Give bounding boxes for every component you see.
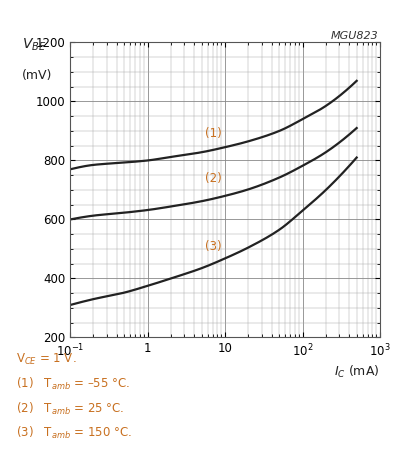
Text: (mV): (mV) xyxy=(22,69,52,82)
Text: (2)   T$_{amb}$ = 25 °C.: (2) T$_{amb}$ = 25 °C. xyxy=(16,401,124,417)
Text: $V_{BE}$: $V_{BE}$ xyxy=(22,37,46,53)
Text: MGU823: MGU823 xyxy=(331,31,378,41)
Text: (2): (2) xyxy=(205,172,222,185)
Text: $I_C$ (mA): $I_C$ (mA) xyxy=(334,364,380,380)
Text: (3): (3) xyxy=(205,239,222,253)
Text: (1)   T$_{amb}$ = –55 °C.: (1) T$_{amb}$ = –55 °C. xyxy=(16,376,130,392)
Text: (3)   T$_{amb}$ = 150 °C.: (3) T$_{amb}$ = 150 °C. xyxy=(16,425,132,441)
Text: V$_{CE}$ = 1 V.: V$_{CE}$ = 1 V. xyxy=(16,352,76,367)
Text: (1): (1) xyxy=(205,127,222,140)
